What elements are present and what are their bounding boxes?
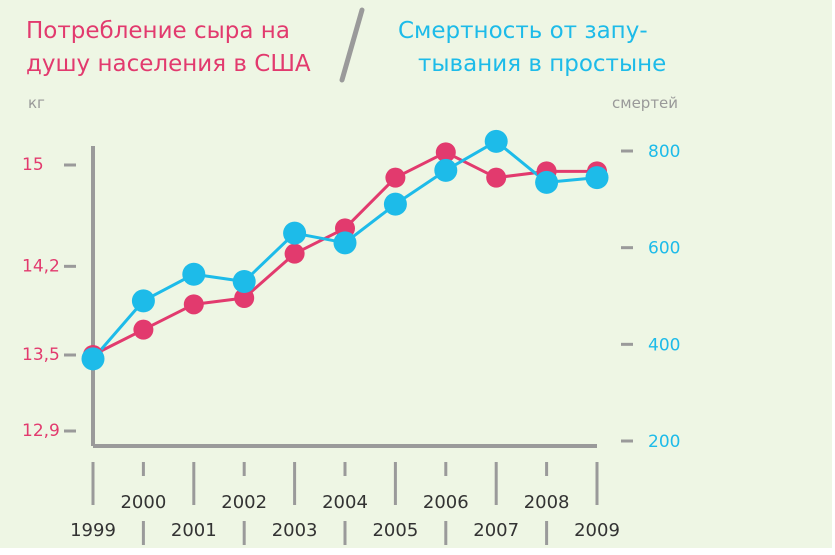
x-tick-label: 1999 (70, 520, 116, 541)
x-tick-label: 2007 (473, 520, 519, 541)
x-tick-label: 2006 (423, 492, 469, 513)
deaths-point (283, 221, 307, 245)
deaths-point (232, 270, 256, 293)
y-right-tick-label: 600 (648, 239, 680, 259)
y-right-tick-label: 800 (648, 142, 680, 162)
x-ticks: 1999200020012002200320042005200620072008… (70, 462, 620, 545)
cheese-point (133, 319, 154, 340)
deaths-point (182, 262, 206, 286)
deaths-point (585, 166, 609, 190)
deaths-point (81, 347, 105, 371)
y-right-ticks: 200 400 600 800 (621, 142, 680, 452)
title-divider-slash (339, 7, 365, 83)
y-left-tick-label: 14,2 (22, 256, 60, 276)
y-left-tick-label: 12,9 (22, 421, 60, 441)
deaths-point (434, 158, 458, 182)
x-tick-label: 2000 (120, 492, 166, 513)
x-tick-label: 2002 (221, 492, 267, 513)
y-right-tick-label: 400 (648, 335, 680, 355)
title-deaths-line2: тывания в простыне (418, 51, 666, 77)
series-layer (81, 129, 609, 371)
y-left-tick-label: 15 (22, 155, 44, 175)
cheese-point (385, 167, 406, 188)
y-left-tick-label: 13,5 (22, 345, 60, 365)
deaths-point (383, 192, 407, 216)
cheese-point (435, 142, 456, 163)
cheese-point (183, 294, 204, 315)
x-tick-label: 2008 (524, 492, 570, 513)
title-deaths-line1: Смертность от запу- (398, 18, 648, 44)
cheese-point (234, 288, 255, 308)
y-left-ticks: 12,9 13,5 14,2 15 (22, 155, 76, 441)
y-right-unit: смертей (612, 94, 678, 112)
deaths-point (333, 231, 357, 255)
title-cheese-line2: душу населения в США (26, 51, 311, 77)
x-tick-label: 2004 (322, 492, 368, 513)
x-tick-label: 2003 (272, 520, 318, 541)
y-left-unit: кг (28, 94, 45, 112)
x-tick-label: 2001 (171, 520, 217, 541)
title-cheese-line1: Потребление сыра на (26, 18, 290, 44)
x-tick-label: 2005 (372, 520, 418, 541)
deaths-point (535, 170, 559, 194)
deaths-point (131, 289, 155, 313)
x-tick-label: 2009 (574, 520, 620, 541)
y-right-tick-label: 200 (648, 432, 680, 452)
deaths-point (484, 129, 508, 153)
cheese-point (284, 243, 305, 264)
cheese-point (486, 167, 507, 188)
